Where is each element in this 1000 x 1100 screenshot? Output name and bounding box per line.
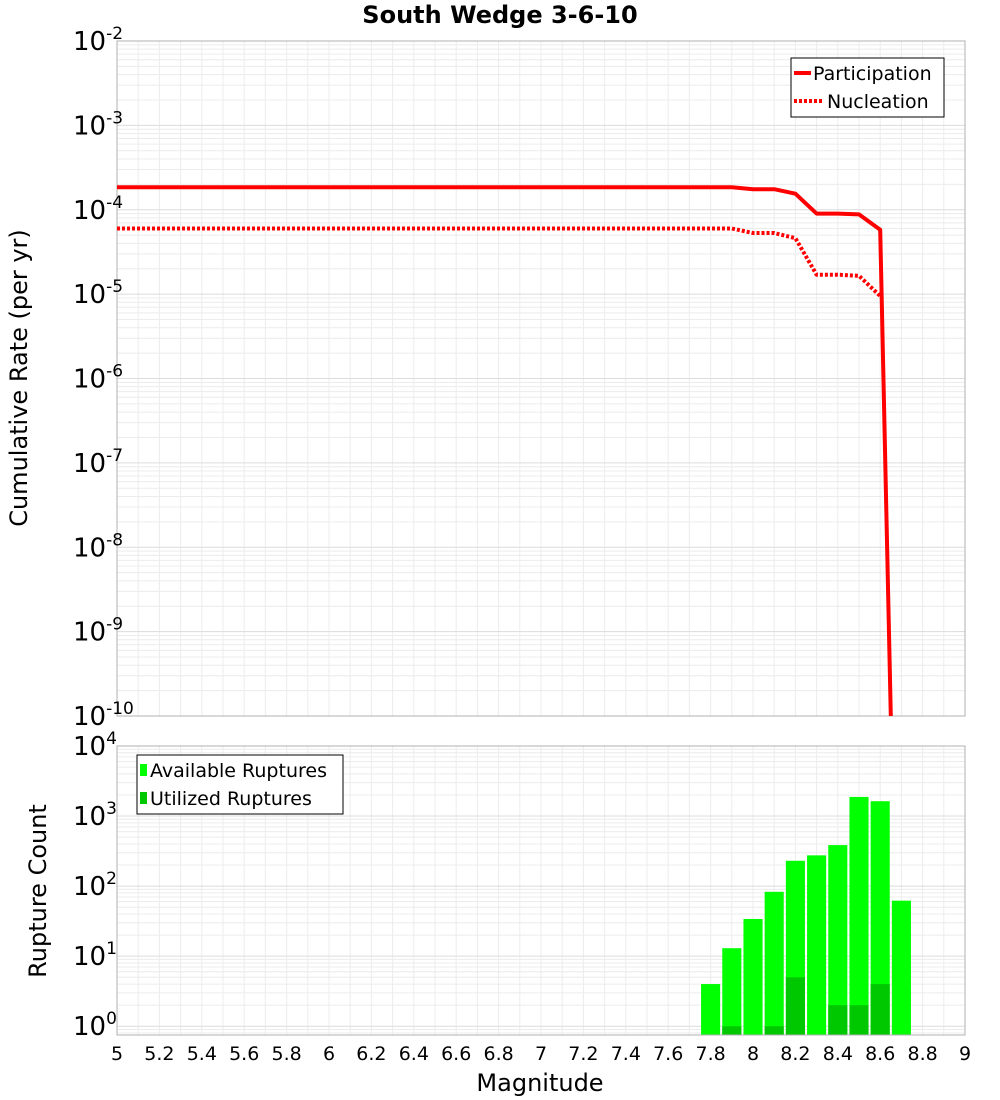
- x-tick-label: 9: [959, 1043, 971, 1065]
- rate-plot-frame: [116, 40, 966, 717]
- bar-utilized: [785, 977, 805, 1035]
- count-y-axis-label: Rupture Count: [24, 804, 52, 978]
- x-tick-label: 6.4: [399, 1043, 429, 1065]
- rate-y-tick-label: 10-6: [73, 362, 123, 395]
- x-tick-label: 6.2: [356, 1043, 386, 1065]
- x-axis-label: Magnitude: [476, 1069, 603, 1097]
- rate-y-tick-label: 10-7: [73, 446, 123, 479]
- count-bars: [701, 796, 911, 1035]
- series-line-participation: [117, 185, 893, 717]
- rate-y-ticks: 10-2 10-3 10-4 10-5 10-6 10-7 10-8 10-9 10-10: [73, 24, 134, 732]
- legend-nucleation-label: Nucleation: [827, 91, 929, 113]
- bar-available: [743, 918, 763, 1035]
- count-y-tick-label: 100: [73, 1009, 117, 1042]
- bar-available: [891, 900, 911, 1035]
- count-y-tick-label: 101: [73, 939, 117, 972]
- x-tick-label: 5.4: [187, 1043, 217, 1065]
- count-panel: 104 103 102 101 100 Rupture Count Available …: [24, 729, 971, 1097]
- x-tick-label: 5: [111, 1043, 123, 1065]
- bar-available: [849, 796, 869, 1035]
- rate-y-axis-label: Cumulative Rate (per yr): [5, 229, 33, 527]
- rate-y-tick-label: 10-4: [73, 193, 123, 226]
- rate-panel: 10-2 10-3 10-4 10-5 10-6 10-7 10-8 10-9 10-10 Cu…: [5, 24, 966, 732]
- bar-utilized: [722, 1026, 742, 1035]
- x-tick-label: 8.8: [907, 1043, 937, 1065]
- count-y-tick-label: 103: [73, 799, 117, 832]
- legend-participation-label: Participation: [813, 63, 932, 85]
- rate-series: [117, 185, 893, 717]
- rate-y-tick-label: 10-2: [73, 24, 123, 57]
- count-plot-frame: [116, 745, 966, 1036]
- series-line-nucleation: [117, 226, 882, 298]
- x-tick-label: 5.6: [229, 1043, 259, 1065]
- x-tick-label: 6.6: [441, 1043, 471, 1065]
- bar-utilized: [764, 1026, 784, 1035]
- count-y-tick-label: 104: [73, 729, 117, 762]
- count-y-tick-label: 102: [73, 869, 117, 902]
- count-y-ticks: 104 103 102 101 100: [73, 729, 117, 1042]
- x-tick-label: 5.2: [144, 1043, 174, 1065]
- bar-utilized: [828, 1005, 848, 1035]
- x-tick-label: 7.6: [653, 1043, 683, 1065]
- legend-available-label: Available Ruptures: [150, 760, 327, 782]
- bar-available: [807, 855, 827, 1035]
- x-tick-label: 8.2: [780, 1043, 810, 1065]
- x-ticks: 5 5.2 5.4 5.6 5.8 6 6.2 6.4 6.6 6.8 7 7.2 7.4 7.6 7.8 8…: [111, 1043, 971, 1065]
- x-tick-label: 5.8: [271, 1043, 301, 1065]
- legend-utilized-label: Utilized Ruptures: [150, 788, 312, 810]
- bar-utilized: [849, 1005, 869, 1035]
- rate-grid: [116, 41, 966, 717]
- count-legend-box: [136, 754, 344, 815]
- x-tick-label: 8.4: [823, 1043, 853, 1065]
- legend-utilized-swatch: [140, 792, 147, 804]
- rate-y-tick-label: 10-8: [73, 530, 123, 563]
- bar-available: [764, 891, 784, 1035]
- x-tick-label: 7: [535, 1043, 547, 1065]
- bar-available: [870, 801, 890, 1035]
- bar-utilized: [870, 984, 890, 1035]
- rate-y-tick-label: 10-10: [73, 699, 134, 732]
- x-tick-label: 8: [747, 1043, 759, 1065]
- bar-available: [722, 948, 742, 1035]
- chart-title: South Wedge 3-6-10: [362, 1, 637, 29]
- x-tick-label: 7.2: [568, 1043, 598, 1065]
- bar-available: [701, 984, 721, 1035]
- x-tick-label: 7.4: [611, 1043, 641, 1065]
- count-legend: Available Ruptures Utilized Ruptures: [136, 754, 344, 815]
- legend-available-swatch: [140, 764, 147, 776]
- rate-y-tick-label: 10-5: [73, 277, 123, 310]
- bar-available: [828, 845, 848, 1035]
- x-tick-label: 7.8: [695, 1043, 725, 1065]
- rate-y-tick-label: 10-9: [73, 615, 123, 648]
- rate-y-tick-label: 10-3: [73, 108, 123, 141]
- rate-legend-box: [790, 57, 945, 118]
- rate-legend: Participation Nucleation: [790, 57, 945, 118]
- x-tick-label: 6: [323, 1043, 335, 1065]
- x-tick-label: 6.8: [483, 1043, 513, 1065]
- x-tick-label: 8.6: [865, 1043, 895, 1065]
